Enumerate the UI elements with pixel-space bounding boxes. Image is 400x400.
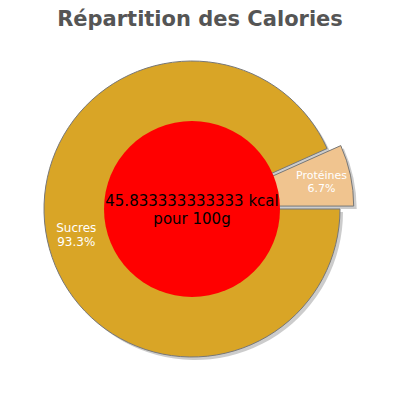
slice-label: Sucres — [56, 221, 96, 235]
slice-value-label: 6.7% — [308, 182, 336, 195]
slice — [44, 61, 340, 357]
slice-label: Protéines — [296, 169, 347, 182]
chart: Répartition des Calories Sucres93.3% Proté… — [0, 0, 400, 400]
slice-value-label: 93.3% — [57, 235, 95, 249]
title: Répartition des Calories — [57, 7, 343, 31]
background — [0, 0, 400, 400]
center-annotation: pour 100g — [153, 210, 230, 228]
pie: Sucres93.3% Protéines6.7% 45.833333333333 … — [44, 61, 357, 360]
center-disc — [104, 121, 280, 297]
center-annotation: 45.833333333333 kcal — [105, 192, 278, 210]
